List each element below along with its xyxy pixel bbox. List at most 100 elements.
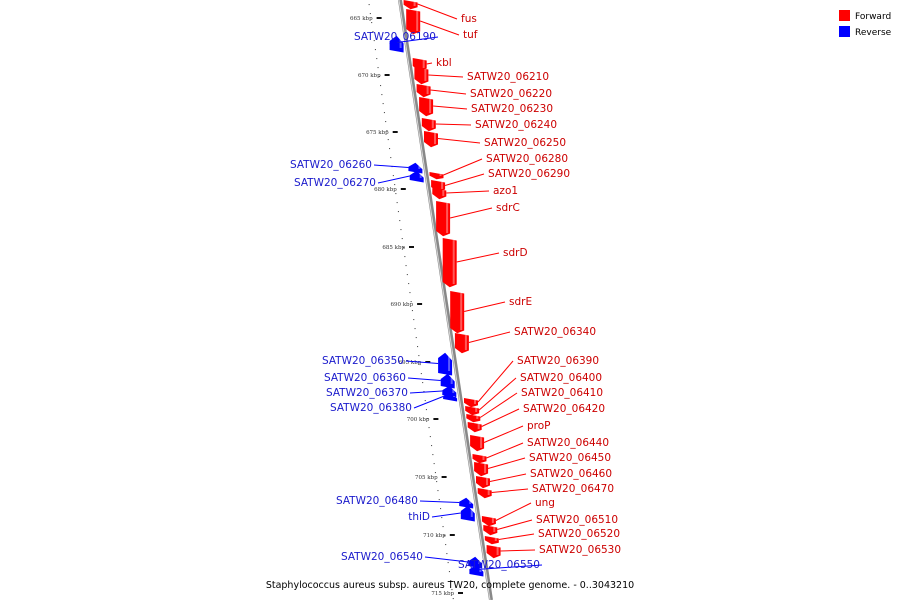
gene-leader-line bbox=[468, 331, 511, 343]
gene-satw20-06220[interactable]: SATW20_06220 bbox=[416, 84, 552, 100]
gene-azo1[interactable]: azo1 bbox=[432, 185, 518, 200]
gene-arrow[interactable] bbox=[424, 131, 438, 148]
scale-tick-label: 700 kbp bbox=[407, 417, 430, 423]
gene-satw20-06260[interactable]: SATW20_06260 bbox=[290, 159, 423, 174]
gene-arrow[interactable] bbox=[464, 398, 478, 408]
gene-arrow[interactable] bbox=[454, 333, 469, 354]
gene-arrow[interactable] bbox=[472, 454, 487, 464]
gene-arrow[interactable] bbox=[470, 435, 485, 452]
gene-leader-line bbox=[464, 301, 506, 312]
gene-satw20-06380[interactable]: SATW20_06380 bbox=[330, 392, 458, 414]
gene-leader-line bbox=[483, 425, 524, 443]
gene-arrow[interactable] bbox=[408, 162, 423, 174]
gene-satw20-06410[interactable]: SATW20_06410 bbox=[466, 387, 603, 423]
gene-ung[interactable]: ung bbox=[481, 497, 555, 527]
gene-satw20-06400[interactable]: SATW20_06400 bbox=[465, 372, 602, 416]
gene-satw20-06350[interactable]: SATW20_06350 bbox=[322, 352, 453, 376]
gene-arrow[interactable] bbox=[443, 392, 458, 402]
gene-satw20-06540[interactable]: SATW20_06540 bbox=[341, 551, 483, 569]
gene-arrow[interactable] bbox=[389, 35, 404, 53]
gene-satw20-06370[interactable]: SATW20_06370 bbox=[326, 385, 457, 399]
gene-arrow[interactable] bbox=[403, 0, 418, 10]
gene-satw20-06470[interactable]: SATW20_06470 bbox=[477, 483, 614, 499]
gene-satw20-06280[interactable]: SATW20_06280 bbox=[429, 153, 569, 180]
gene-arrow[interactable] bbox=[406, 9, 421, 35]
gene-satw20-06480[interactable]: SATW20_06480 bbox=[336, 495, 474, 509]
gene-satw20-06190[interactable]: SATW20_06190 bbox=[354, 31, 439, 53]
gene-satw20-06510[interactable]: SATW20_06510 bbox=[483, 514, 618, 536]
forward-legend-label: Forward bbox=[855, 12, 891, 22]
scale-dot bbox=[452, 598, 454, 600]
gene-label: SATW20_06510 bbox=[536, 514, 618, 526]
gene-satw20-06250[interactable]: SATW20_06250 bbox=[424, 131, 566, 149]
gene-prop[interactable]: proP bbox=[470, 420, 551, 452]
legend: Forward Reverse bbox=[839, 10, 892, 38]
gene-leader-line bbox=[495, 502, 532, 521]
gene-sdre[interactable]: sdrE bbox=[450, 291, 532, 334]
gene-satw20-06390[interactable]: SATW20_06390 bbox=[464, 355, 599, 408]
gene-arrow[interactable] bbox=[465, 406, 480, 416]
gene-arrow[interactable] bbox=[483, 525, 498, 536]
gene-leader-line bbox=[420, 20, 460, 36]
scale-dot bbox=[378, 76, 380, 78]
gene-arrow[interactable] bbox=[474, 462, 489, 477]
scale-dot bbox=[395, 193, 397, 195]
gene-sdrd[interactable]: sdrD bbox=[442, 238, 528, 288]
gene-arrow[interactable] bbox=[460, 505, 475, 522]
scale-dot bbox=[386, 130, 388, 132]
gene-satw20-06520[interactable]: SATW20_06520 bbox=[484, 528, 620, 545]
gene-arrow[interactable] bbox=[466, 414, 481, 423]
gene-satw20-06210[interactable]: SATW20_06210 bbox=[414, 67, 549, 85]
gene-satw20-06460[interactable]: SATW20_06460 bbox=[476, 468, 612, 489]
gene-leader-line bbox=[419, 500, 460, 503]
gene-arrow[interactable] bbox=[442, 238, 457, 288]
gene-tuf[interactable]: tuf bbox=[406, 9, 478, 41]
gene-leader-line bbox=[456, 252, 500, 263]
gene-arrow[interactable] bbox=[409, 170, 424, 183]
reverse-legend-label: Reverse bbox=[855, 28, 892, 38]
gene-arrow[interactable] bbox=[432, 188, 447, 200]
gene-leader-line bbox=[373, 164, 409, 168]
gene-satw20-06530[interactable]: SATW20_06530 bbox=[486, 544, 621, 559]
gene-arrow[interactable] bbox=[429, 172, 444, 180]
gene-arrow[interactable] bbox=[442, 385, 457, 398]
gene-arrow[interactable] bbox=[477, 488, 492, 499]
gene-arrow[interactable] bbox=[436, 201, 451, 237]
scale-dot bbox=[427, 418, 429, 420]
gene-arrow[interactable] bbox=[438, 352, 453, 376]
gene-satw20-06240[interactable]: SATW20_06240 bbox=[421, 118, 557, 132]
gene-arrow[interactable] bbox=[467, 422, 482, 433]
gene-arrow[interactable] bbox=[459, 497, 474, 509]
gene-thid[interactable]: thiD bbox=[408, 505, 475, 523]
scale-dot bbox=[408, 283, 410, 285]
gene-arrow[interactable] bbox=[468, 556, 483, 569]
gene-satw20-06440[interactable]: SATW20_06440 bbox=[472, 437, 610, 464]
gene-leader-line bbox=[498, 533, 535, 540]
gene-arrow[interactable] bbox=[481, 516, 496, 527]
gene-satw20-06550[interactable]: SATW20_06550 bbox=[458, 559, 543, 577]
gene-arrow[interactable] bbox=[484, 536, 499, 545]
gene-satw20-06360[interactable]: SATW20_06360 bbox=[324, 372, 455, 389]
gene-arrow[interactable] bbox=[440, 373, 455, 389]
gene-arrow[interactable] bbox=[476, 476, 490, 489]
gene-satw20-06270[interactable]: SATW20_06270 bbox=[294, 170, 424, 189]
gene-arrow[interactable] bbox=[419, 97, 434, 117]
scale-tick-label: 670 kbp bbox=[358, 73, 381, 79]
gene-satw20-06230[interactable]: SATW20_06230 bbox=[419, 97, 553, 117]
gene-arrow[interactable] bbox=[469, 564, 484, 577]
gene-arrow[interactable] bbox=[486, 545, 501, 559]
gene-fus[interactable]: fus bbox=[403, 0, 477, 25]
gene-satw20-06340[interactable]: SATW20_06340 bbox=[454, 326, 596, 354]
gene-arrow[interactable] bbox=[414, 67, 429, 85]
gene-arrow[interactable] bbox=[416, 84, 431, 98]
gene-arrow[interactable] bbox=[421, 118, 436, 132]
scale-dot bbox=[409, 292, 411, 294]
scale-dot bbox=[410, 301, 412, 303]
gene-label: SATW20_06400 bbox=[520, 372, 602, 384]
gene-satw20-06450[interactable]: SATW20_06450 bbox=[474, 452, 611, 477]
gene-label: SATW20_06370 bbox=[326, 387, 408, 399]
gene-sdrc[interactable]: sdrC bbox=[436, 201, 520, 237]
gene-satw20-06420[interactable]: SATW20_06420 bbox=[467, 403, 605, 433]
gene-arrow[interactable] bbox=[450, 291, 465, 334]
